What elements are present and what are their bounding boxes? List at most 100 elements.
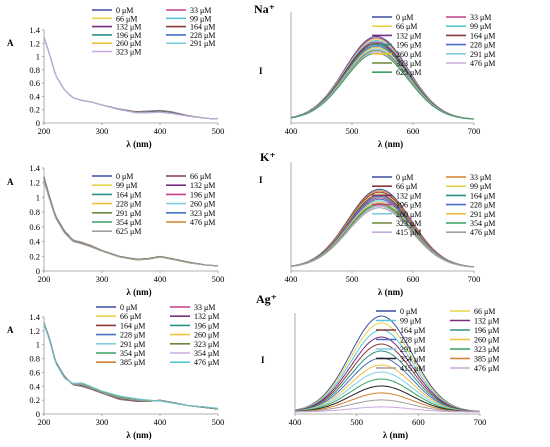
y-tick-label: 0.4 [29, 91, 40, 101]
legend-label: 476 μM [190, 218, 215, 227]
y-tick-label: 1.2 [29, 326, 40, 336]
y-tick-label: 1 [36, 340, 40, 350]
legend-label: 291 μM [400, 345, 425, 354]
legend-label: 196 μM [396, 41, 421, 50]
legend-label: 354 μM [116, 218, 141, 227]
legend-label: 385 μM [120, 358, 145, 367]
x-tick-label: 200 [38, 274, 51, 284]
legend-label: 323 μM [396, 219, 421, 228]
y-tick-label: 0.2 [29, 251, 40, 261]
legend-label: 99 μM [190, 14, 211, 23]
legend-label: 164 μM [400, 326, 425, 335]
y-tick-label: 0.2 [29, 105, 40, 115]
series-line [294, 343, 481, 413]
legend-label: 625 μM [116, 227, 141, 236]
legend-label: 228 μM [120, 331, 145, 340]
x-axis-label: λ (nm) [126, 430, 151, 440]
y-axis-label: I [259, 175, 263, 185]
x-tick-label: 600 [412, 417, 425, 427]
legend-label: 66 μM [190, 172, 211, 181]
series-line [294, 329, 481, 412]
legend-label: 132 μM [396, 191, 421, 200]
series-line [294, 392, 481, 413]
y-tick-label: 0.8 [29, 207, 40, 217]
legend-label: 132 μM [194, 312, 219, 321]
legend-label: 99 μM [400, 317, 421, 326]
y-tick-label: 0 [36, 118, 40, 128]
legend-label: 66 μM [396, 182, 417, 191]
y-tick-label: 0.8 [29, 354, 40, 364]
legend-label: 228 μM [400, 336, 425, 345]
legend-label: 291 μM [116, 209, 141, 218]
legend-label: 0 μM [400, 307, 417, 316]
series-line [43, 323, 219, 409]
x-tick-label: 700 [468, 126, 481, 136]
x-axis-label: λ (nm) [378, 139, 403, 149]
legend-label: 0 μM [120, 303, 137, 312]
y-axis-label: A [7, 177, 14, 187]
legend-label: 196 μM [194, 321, 219, 330]
series-line [295, 406, 480, 413]
x-tick-label: 300 [96, 417, 109, 427]
legend-label: 33 μM [470, 13, 491, 22]
legend-label: 99 μM [470, 182, 491, 191]
y-tick-label: 0.4 [29, 237, 40, 247]
legend-label: 291 μM [470, 210, 495, 219]
x-tick-label: 300 [96, 126, 109, 136]
x-tick-label: 600 [407, 126, 420, 136]
legend-label: 625 μM [396, 68, 421, 77]
ion-label-k: K⁺ [260, 150, 276, 164]
legend-label: 196 μM [396, 201, 421, 210]
x-tick-label: 400 [285, 274, 298, 284]
y-tick-label: 1.4 [29, 312, 40, 322]
x-tick-label: 400 [154, 126, 167, 136]
y-tick-label: 0.2 [29, 395, 40, 405]
series-line [294, 371, 480, 413]
series-line [294, 322, 481, 412]
legend-label: 323 μM [474, 345, 499, 354]
legend-label: 99 μM [470, 22, 491, 31]
legend-label: 0 μM [116, 6, 133, 15]
legend-label: 228 μM [116, 200, 141, 209]
legend-label: 196 μM [474, 326, 499, 335]
legend-label: 164 μM [190, 23, 215, 32]
legend-label: 260 μM [190, 200, 215, 209]
x-tick-label: 200 [38, 126, 51, 136]
legend-label: 164 μM [470, 31, 495, 40]
legend-label: 323 μM [116, 48, 141, 57]
series-line [295, 399, 480, 413]
x-tick-label: 300 [96, 274, 109, 284]
series-line [294, 378, 481, 413]
x-axis-label: λ (nm) [383, 430, 408, 440]
y-tick-label: 1.2 [29, 178, 40, 188]
series-line [294, 350, 481, 413]
legend-label: 164 μM [116, 190, 141, 199]
legend-label: 385 μM [474, 355, 499, 364]
ion-label-na: Na⁺ [254, 2, 275, 16]
legend-label: 260 μM [116, 39, 141, 48]
legend-label: 196 μM [190, 190, 215, 199]
legend-label: 260 μM [474, 336, 499, 345]
legend-label: 66 μM [474, 307, 495, 316]
legend-label: 33 μM [470, 173, 491, 182]
x-tick-label: 200 [38, 417, 51, 427]
legend-label: 476 μM [470, 228, 495, 237]
legend-label: 66 μM [116, 14, 137, 23]
legend-label: 291 μM [190, 39, 215, 48]
legend-label: 415 μM [400, 364, 425, 373]
x-tick-label: 400 [285, 126, 298, 136]
legend-label: 66 μM [396, 22, 417, 31]
legend-label: 354 μM [194, 349, 219, 358]
legend-label: 415 μM [396, 228, 421, 237]
legend-label: 476 μM [194, 358, 219, 367]
series-line [294, 315, 481, 412]
x-tick-label: 500 [212, 417, 225, 427]
legend-label: 33 μM [194, 303, 215, 312]
y-tick-label: 1 [36, 52, 40, 62]
legend-label: 354 μM [120, 349, 145, 358]
